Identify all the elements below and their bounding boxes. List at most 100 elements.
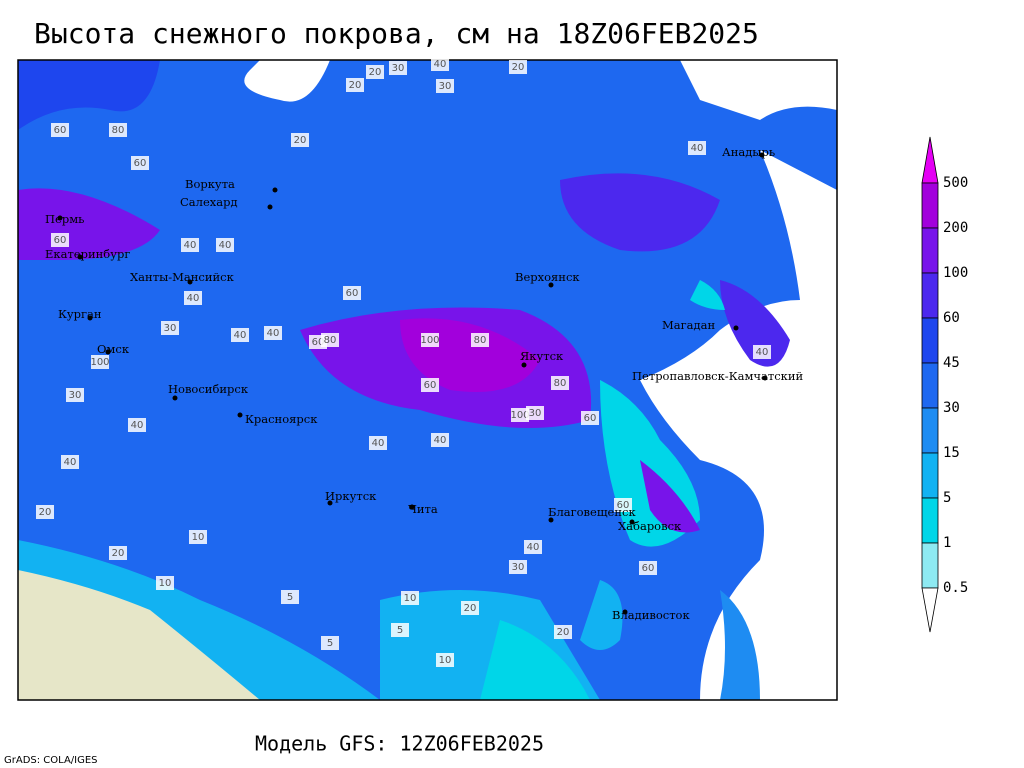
- contour-label-box: [431, 433, 449, 447]
- city-dot: [733, 325, 739, 331]
- contour-label-box: [343, 286, 361, 300]
- region: [640, 460, 700, 533]
- city-dot: [172, 395, 178, 401]
- region: [18, 570, 260, 700]
- contour-label: 20: [464, 603, 477, 614]
- region: [560, 173, 720, 252]
- contour-label-box: [524, 540, 542, 554]
- contour-label: 60: [134, 158, 147, 169]
- contour-label-box: [554, 625, 572, 639]
- contour-label: 5: [327, 638, 333, 649]
- contour-label: 5: [397, 625, 403, 636]
- city-label: Салехард: [180, 195, 238, 209]
- contour-label-box: [436, 79, 454, 93]
- contour-label-box: [436, 653, 454, 667]
- title: Высота снежного покрова, см на 18Z06FEB2…: [34, 17, 759, 50]
- contour-label-box: [366, 65, 384, 79]
- contour-label-box: [51, 123, 69, 137]
- contour-label-box: [551, 376, 569, 390]
- legend-swatch: [921, 272, 939, 319]
- contour-label: 80: [474, 335, 487, 346]
- legend-swatch: [921, 452, 939, 499]
- contour-label: 80: [554, 378, 567, 389]
- contour-label-box: [688, 141, 706, 155]
- city-dot: [327, 500, 333, 506]
- city-label: Новосибирск: [168, 382, 249, 396]
- contour-label: 20: [557, 627, 570, 638]
- city-label: Владивосток: [612, 608, 690, 622]
- city-label: Благовещенск: [548, 505, 636, 519]
- legend-swatch: [921, 407, 939, 454]
- contour-label-box: [128, 418, 146, 432]
- contour-label-box: [526, 406, 544, 420]
- city-dot: [548, 517, 554, 523]
- city-label: Петропавловск-Камчатский: [632, 369, 804, 383]
- city-label: Ханты-Мансийск: [130, 270, 235, 284]
- city-label: Воркута: [185, 177, 235, 191]
- contour-label: 40: [372, 438, 385, 449]
- contour-label: 20: [294, 135, 307, 146]
- region: [690, 280, 725, 310]
- legend-label: 60: [943, 310, 960, 326]
- contour-label: 40: [434, 59, 447, 70]
- contour-label: 10: [159, 578, 172, 589]
- contour-label-box: [509, 560, 527, 574]
- city-dot: [759, 152, 765, 158]
- city-label: Якутск: [520, 349, 564, 363]
- city-dot: [521, 362, 527, 368]
- contour-label-box: [109, 123, 127, 137]
- contour-label: 40: [267, 328, 280, 339]
- city-label: Пермь: [45, 212, 84, 226]
- contour-label: 40: [527, 542, 540, 553]
- credit: GrADS: COLA/IGES: [4, 755, 98, 766]
- city-dot: [87, 315, 93, 321]
- city-label: Чита: [408, 502, 438, 516]
- contour-label-box: [189, 530, 207, 544]
- contour-label-box: [321, 636, 339, 650]
- contour-label: 40: [184, 240, 197, 251]
- city-label: Магадан: [662, 318, 715, 332]
- city-dot: [57, 215, 63, 221]
- contour-label-box: [389, 61, 407, 75]
- contour-label: 80: [324, 335, 337, 346]
- contour-label: 40: [691, 143, 704, 154]
- city-dot: [622, 609, 628, 615]
- sea: [640, 150, 837, 700]
- contour-label: 40: [434, 435, 447, 446]
- city-dot: [548, 282, 554, 288]
- city-dot: [762, 375, 768, 381]
- contour-label-box: [66, 388, 84, 402]
- contour-label: 60: [617, 500, 630, 511]
- contour-label-box: [471, 333, 489, 347]
- contour-label-box: [131, 156, 149, 170]
- contour-label: 60: [584, 413, 597, 424]
- contour-label: 80: [112, 125, 125, 136]
- city-dot: [105, 349, 111, 355]
- legend-swatch: [921, 542, 939, 589]
- contour-label: 100: [510, 410, 529, 421]
- contour-label-box: [161, 321, 179, 335]
- contour-label-box: [181, 238, 199, 252]
- city-label: Верхоянск: [515, 270, 580, 284]
- legend-swatch: [921, 227, 939, 274]
- legend-label: 500: [943, 175, 968, 191]
- legend-label: 100: [943, 265, 968, 281]
- contour-label-box: [156, 576, 174, 590]
- contour-label-box: [231, 328, 249, 342]
- contour-label-box: [421, 333, 439, 347]
- legend-swatch: [921, 317, 939, 364]
- contour-label: 30: [392, 63, 405, 74]
- cities: Воркута Салехард Пермь ЕкатеринбургХанты-Ма…: [45, 145, 804, 622]
- contour-label-box: [281, 590, 299, 604]
- contour-label-box: [511, 408, 529, 422]
- contour-label: 40: [756, 347, 769, 358]
- contour-label: 30: [69, 390, 82, 401]
- sea: [244, 60, 330, 102]
- city-dot: [77, 254, 83, 260]
- contour-label-box: [264, 326, 282, 340]
- contour-label: 20: [349, 80, 362, 91]
- contour-label-box: [369, 436, 387, 450]
- contour-label: 40: [219, 240, 232, 251]
- contour-label: 20: [369, 67, 382, 78]
